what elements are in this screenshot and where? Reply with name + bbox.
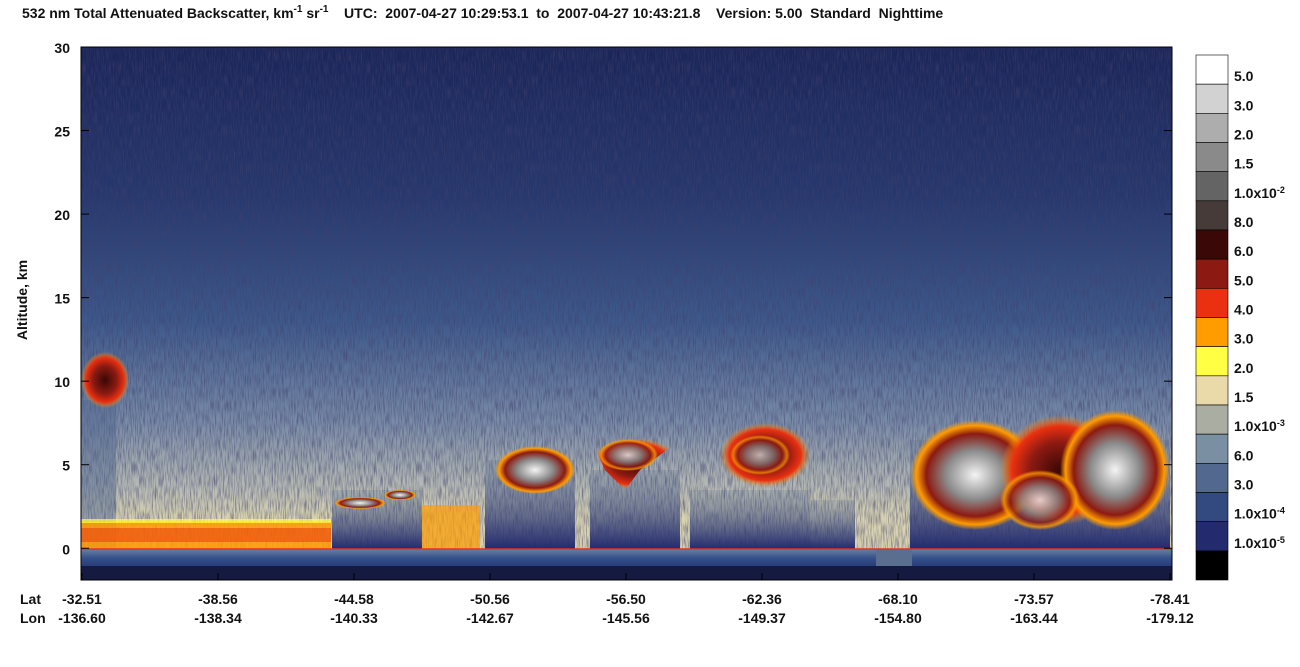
chart-title: 532 nm Total Attenuated Backscatter, km-… [22, 4, 943, 21]
title-text: sr [302, 5, 320, 21]
x-tick-label: -149.37 [738, 610, 786, 626]
x-tick-label: -50.56 [470, 591, 510, 607]
colorbar-label: 1.0x10-5 [1234, 535, 1285, 551]
colorbar-swatch [1195, 463, 1229, 493]
x-tick-label: -179.12 [1146, 610, 1194, 626]
colorbar-swatch [1195, 317, 1229, 347]
title-superscript: -1 [294, 4, 303, 15]
colorbar-label-base: 1.0x10 [1234, 418, 1277, 434]
colorbar-swatch [1195, 404, 1229, 435]
colorbar-label: 4.0 [1234, 302, 1254, 318]
y-axis-label: Altitude, km [14, 260, 30, 340]
colorbar-label: 3.0 [1234, 97, 1254, 113]
colorbar-label: 1.5 [1234, 389, 1254, 405]
title-text: 532 nm Total Attenuated Backscatter, km [22, 5, 294, 21]
x-tick-label: -154.80 [874, 610, 922, 626]
x-tick-label: -163.44 [1010, 610, 1058, 626]
colorbar-swatch [1195, 83, 1229, 114]
colorbar-label-exponent: -3 [1277, 418, 1285, 428]
x-tick-label: -38.56 [198, 591, 238, 607]
x-tick-label: -56.50 [606, 591, 646, 607]
colorbar-label: 1.5 [1234, 156, 1254, 172]
x-tick-label: -145.56 [602, 610, 650, 626]
x-tick-label: -32.51 [62, 591, 102, 607]
y-tick-label: 10 [54, 374, 70, 390]
title-superscript: -1 [320, 4, 329, 15]
y-tick-label: 0 [62, 541, 70, 557]
colorbar: 5.03.02.01.51.0x10-28.06.05.04.03.02.01.… [1195, 54, 1285, 581]
x-tick-label: -78.41 [1150, 591, 1190, 607]
x-tick-label: -142.67 [466, 610, 514, 626]
colorbar-label-base: 1.0x10 [1234, 535, 1277, 551]
colorbar-label: 1.0x10-4 [1234, 506, 1285, 522]
colorbar-label-base: 1.0x10 [1234, 185, 1277, 201]
x-tick-label: -138.34 [194, 610, 242, 626]
colorbar-label: 6.0 [1234, 243, 1254, 259]
colorbar-swatch [1195, 200, 1229, 231]
colorbar-label-base: 1.0x10 [1234, 506, 1277, 522]
colorbar-label: 2.0 [1234, 360, 1254, 376]
colorbar-swatch [1195, 288, 1229, 318]
colorbar-label: 3.0 [1234, 477, 1254, 493]
y-tick-label: 5 [62, 458, 70, 474]
colorbar-swatch [1195, 346, 1229, 377]
title-text: UTC: 2007-04-27 10:29:53.1 to 2007-04-27… [328, 5, 943, 21]
x-tick-label: -44.58 [334, 591, 374, 607]
colorbar-swatch [1195, 258, 1229, 289]
colorbar-swatch [1195, 492, 1229, 522]
colorbar-label: 5.0 [1234, 68, 1254, 84]
x-tick-label: -136.60 [58, 610, 106, 626]
colorbar-swatch [1195, 142, 1229, 172]
y-tick-label: 25 [54, 124, 70, 140]
colorbar-label: 5.0 [1234, 272, 1254, 288]
colorbar-swatch [1195, 550, 1229, 581]
x-tick-label: -62.36 [742, 591, 782, 607]
x-tick-label: -73.57 [1014, 591, 1054, 607]
colorbar-label: 1.0x10-2 [1234, 185, 1285, 201]
colorbar-swatch [1195, 171, 1229, 202]
curtain-image [80, 46, 1173, 581]
colorbar-label: 1.0x10-3 [1234, 418, 1285, 434]
colorbar-swatch [1195, 375, 1229, 406]
colorbar-label-exponent: -2 [1277, 185, 1285, 195]
x-row-name: Lat [20, 591, 41, 607]
colorbar-swatch [1195, 113, 1229, 143]
colorbar-swatch [1195, 229, 1229, 260]
colorbar-label-exponent: -4 [1277, 506, 1285, 516]
colorbar-label: 3.0 [1234, 331, 1254, 347]
x-tick-label: -68.10 [878, 591, 918, 607]
y-tick-label: 30 [54, 40, 70, 56]
x-tick-label: -140.33 [330, 610, 378, 626]
x-row-name: Lon [20, 610, 46, 626]
colorbar-swatch [1195, 54, 1229, 85]
colorbar-label: 2.0 [1234, 127, 1254, 143]
colorbar-swatch [1195, 433, 1229, 464]
colorbar-label: 6.0 [1234, 447, 1254, 463]
colorbar-label: 8.0 [1234, 214, 1254, 230]
colorbar-label-exponent: -5 [1277, 535, 1285, 545]
y-tick-label: 20 [54, 207, 70, 223]
y-tick-label: 15 [54, 291, 70, 307]
colorbar-swatch [1195, 521, 1229, 552]
